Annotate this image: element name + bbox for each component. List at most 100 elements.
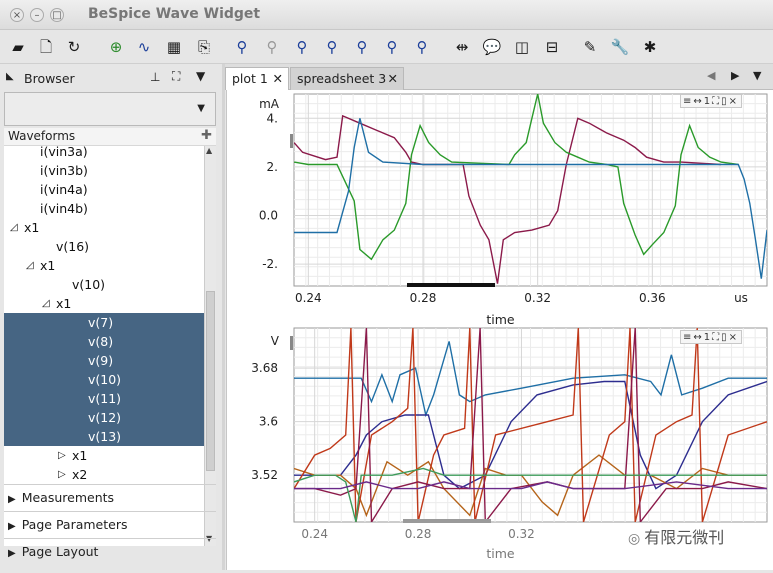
zoom-y-icon[interactable]: ⚲	[356, 38, 368, 56]
tree-item-label: x2	[72, 467, 88, 482]
y-unit-label: V	[271, 334, 280, 348]
y-tick-label: -2.	[262, 257, 278, 271]
plot-2-toolbar[interactable]: ≡↔1⛶▯×	[680, 330, 743, 344]
tree-item[interactable]: ◿ x1	[4, 294, 204, 313]
plot-canvas[interactable]: 4. 2. 0.0 -2. 0.24 0.28 0.32 0.36 us mA time 3.68 3.…	[227, 90, 773, 570]
expanded-triangle-icon[interactable]: ◿	[10, 222, 18, 233]
y-scroll-handle	[290, 134, 293, 148]
tree-item[interactable]: v(7)	[4, 313, 204, 332]
fit-width-icon[interactable]: ⇹	[455, 38, 469, 56]
tab-spreadsheet-3[interactable]: spreadsheet 3 ✕	[290, 67, 404, 90]
float-icon[interactable]: ⛶	[172, 69, 181, 83]
open-folder-icon[interactable]: ▰	[12, 38, 24, 56]
tree-item[interactable]: v(16)	[4, 237, 204, 256]
expand-triangle-icon: ▶	[8, 521, 16, 532]
tree-item[interactable]: v(8)	[4, 332, 204, 351]
tree-item-label: x1	[24, 220, 40, 235]
new-document-icon[interactable]: 🗋	[39, 38, 53, 56]
tree-item[interactable]: v(10)	[4, 370, 204, 389]
split-vertical-icon[interactable]: ◫	[514, 38, 530, 56]
collapse-triangle-icon[interactable]: ◣	[6, 71, 14, 82]
x-tick-label: 0.28	[410, 291, 437, 305]
close-window-button[interactable]: ×	[10, 8, 24, 22]
tree-item[interactable]: ◿ x1	[4, 256, 204, 275]
tab-plot-1[interactable]: plot 1 ✕	[225, 67, 289, 90]
plot-area: 4. 2. 0.0 -2. 0.24 0.28 0.32 0.36 us mA time 3.68 3.…	[226, 90, 773, 570]
panel-splitter[interactable]	[222, 64, 225, 570]
measurements-section[interactable]: ▶ Measurements	[4, 484, 216, 510]
chevron-down-icon[interactable]: ▼	[197, 103, 205, 114]
edit-icon[interactable]: ✎	[583, 38, 597, 56]
menu-down-icon[interactable]: ▼	[196, 69, 206, 83]
table-icon[interactable]: ▦	[166, 38, 182, 56]
tree-item[interactable]: ▷ x1	[4, 446, 204, 465]
y-tick-label: 4.	[267, 111, 278, 125]
tab-menu-icon[interactable]: ▼	[753, 69, 762, 82]
minimize-window-button[interactable]: –	[30, 8, 44, 22]
main-toolbar: ▰ 🗋 ↻ ⊕ ∿ ▦ ⎘ ⚲ ⚲ ⚲ ⚲ ⚲ ⚲ ⚲ ⇹ 💬 ◫ ⊟ ✎ 🔧 …	[0, 30, 773, 64]
tree-item-label: v(9)	[88, 353, 114, 368]
close-tab-icon[interactable]: ✕	[387, 71, 398, 86]
waveform-icon[interactable]: ∿	[137, 38, 151, 56]
scroll-tabs-left-icon[interactable]: ◀	[707, 69, 716, 82]
series-line	[294, 118, 767, 279]
series-line	[294, 114, 722, 284]
export-icon[interactable]: ⎘	[197, 38, 210, 56]
tree-item[interactable]: v(9)	[4, 351, 204, 370]
zoom-in-icon[interactable]: ⚲	[236, 38, 248, 56]
settings-wrench-icon[interactable]: 🔧	[610, 38, 630, 56]
expand-triangle-icon: ▶	[8, 548, 16, 559]
waveform-tree: i(vin3a) i(vin3b) i(vin4a) i(vin4b) ◿ x1 v(16)…	[4, 146, 204, 546]
tree-item[interactable]: i(vin4b)	[4, 199, 204, 218]
tree-item[interactable]: v(12)	[4, 408, 204, 427]
tree-item[interactable]: i(vin4a)	[4, 180, 204, 199]
zoom-region-icon[interactable]: ⚲	[296, 38, 308, 56]
watermark: ◎ 有限元微刊	[628, 527, 768, 549]
collapsed-triangle-icon[interactable]: ▷	[58, 450, 66, 461]
tree-item-label: i(vin4b)	[40, 201, 88, 216]
series-line	[294, 341, 767, 418]
pin-icon[interactable]: ⊥	[150, 70, 161, 84]
add-waveform-icon[interactable]: ✚	[201, 128, 212, 143]
expanded-triangle-icon[interactable]: ◿	[42, 298, 50, 309]
bug-icon[interactable]: ✱	[643, 38, 657, 56]
tree-item[interactable]: v(10)	[4, 275, 204, 294]
zoom-x-icon[interactable]: ⚲	[326, 38, 338, 56]
add-trace-icon[interactable]: ⊕	[109, 38, 123, 56]
page-parameters-section[interactable]: ▶ Page Parameters	[4, 511, 216, 537]
close-tab-icon[interactable]: ✕	[272, 71, 283, 86]
browser-header: ◣ Browser ⊥ ⛶ ▼	[4, 68, 218, 90]
x-axis-label: time	[486, 312, 515, 327]
x-scrollbar	[407, 283, 495, 287]
tree-item-label: v(13)	[88, 429, 122, 444]
expanded-triangle-icon[interactable]: ◿	[26, 260, 34, 271]
tree-item-label: x1	[40, 258, 56, 273]
tree-item[interactable]: ▷ x2	[4, 465, 204, 484]
scroll-tabs-right-icon[interactable]: ▶	[731, 69, 740, 82]
y-tick-label: 3.52	[251, 468, 278, 482]
plot-1-toolbar[interactable]: ≡↔1⛶▯×	[680, 94, 743, 108]
maximize-window-button[interactable]: □	[50, 8, 64, 22]
browser-filter-combo[interactable]: ▼	[4, 92, 216, 126]
tree-item[interactable]: v(13)	[4, 427, 204, 446]
waveforms-header: Waveforms ✚	[4, 128, 216, 146]
scroll-thumb[interactable]	[206, 291, 215, 471]
tree-item-label: x1	[56, 296, 72, 311]
waveforms-label: Waveforms	[8, 129, 76, 143]
tree-item[interactable]: i(vin3a)	[4, 146, 204, 161]
collapsed-triangle-icon[interactable]: ▷	[58, 469, 66, 480]
tree-item-label: i(vin3b)	[40, 163, 88, 178]
split-horizontal-icon[interactable]: ⊟	[545, 38, 559, 56]
tree-item[interactable]: i(vin3b)	[4, 161, 204, 180]
reload-icon[interactable]: ↻	[67, 38, 81, 56]
zoom-reset-icon[interactable]: ⚲	[416, 38, 428, 56]
x-unit-label: us	[734, 291, 748, 305]
page-layout-section[interactable]: ▶ Page Layout	[4, 538, 216, 564]
annotation-icon[interactable]: 💬	[482, 38, 502, 56]
y-unit-label: mA	[259, 97, 280, 111]
tree-item[interactable]: ◿ x1	[4, 218, 204, 237]
zoom-out-icon[interactable]: ⚲	[266, 38, 278, 56]
x-tick-label: 0.32	[508, 527, 535, 541]
zoom-fit-icon[interactable]: ⚲	[386, 38, 398, 56]
tree-item[interactable]: v(11)	[4, 389, 204, 408]
